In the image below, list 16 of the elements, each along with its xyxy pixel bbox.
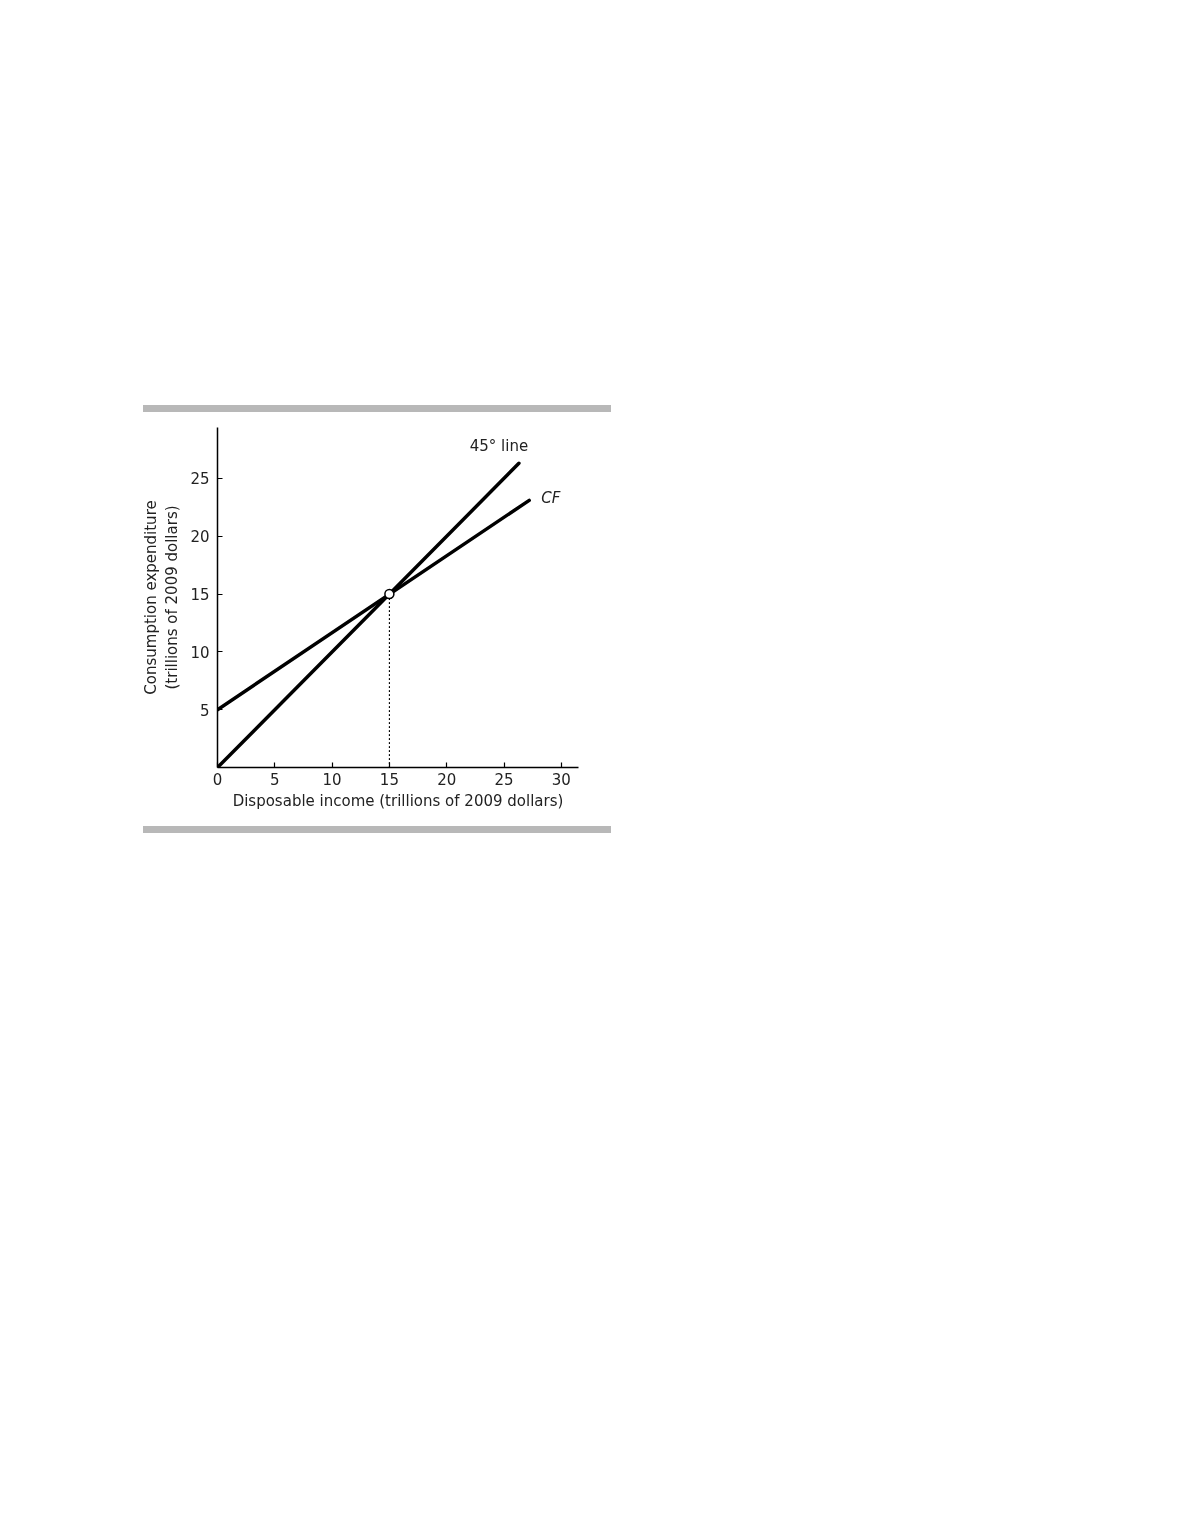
series-label: CF [541,489,561,508]
y-tick-label: 25 [190,470,210,489]
x-tick-label: 20 [437,770,457,789]
x-tick-label: 5 [270,770,280,789]
x-axis-title: Disposable income (trillions of 2009 dollars) [232,791,564,810]
series-label: 45° line [469,437,529,456]
y-tick-label: 20 [190,528,210,547]
y-tick-label: 10 [190,643,210,662]
y-tick-label: 15 [190,586,210,605]
x-tick-label: 30 [551,770,571,789]
x-tick-label: 15 [379,770,399,789]
y-axis-title: Consumption expenditure (trillions of 2009 dollars) [141,500,182,695]
y-tick-label: 5 [199,701,210,720]
x-tick-label: 10 [322,770,342,789]
x-tick-label: 0 [212,770,223,789]
x-tick-label: 25 [494,770,514,789]
